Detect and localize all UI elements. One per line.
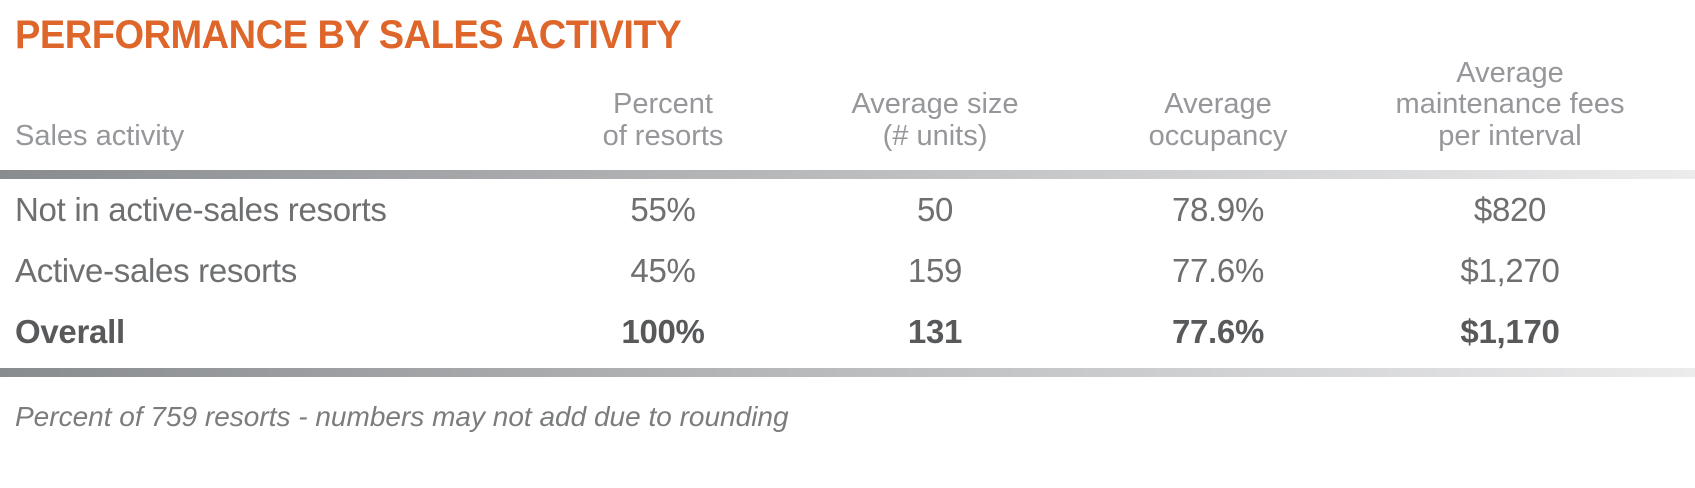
performance-table-page: PERFORMANCE BY SALES ACTIVITY Sales acti…	[0, 12, 1695, 488]
cell-average-occupancy: 78.9%	[1171, 190, 1265, 228]
cell-average-occupancy: 77.6%	[1171, 251, 1265, 289]
row-label: Overall	[15, 312, 125, 350]
cell-percent-of-resorts: 45%	[630, 251, 696, 289]
header-divider	[0, 170, 1695, 179]
cell-average-maintenance-fees: $820	[1473, 190, 1547, 228]
cell-average-size: 159	[907, 251, 963, 289]
cell-average-size: 131	[907, 312, 963, 350]
footnote-text: Percent of 759 resorts - numbers may not…	[15, 401, 789, 432]
cell-percent-of-resorts: 55%	[630, 190, 696, 228]
table-row-not-in-active-sales: Not in active-sales resorts 55% 50 78.9%…	[0, 179, 1695, 240]
cell-average-maintenance-fees: $1,170	[1460, 312, 1560, 350]
table-row-active-sales: Active-sales resorts 45% 159 77.6% $1,27…	[0, 240, 1695, 301]
cell-average-maintenance-fees: $1,270	[1460, 251, 1560, 289]
column-header-average-size: Average size (# units)	[851, 88, 1019, 152]
cell-percent-of-resorts: 100%	[621, 312, 705, 350]
column-header-percent-of-resorts: Percent of resorts	[602, 88, 724, 152]
row-label: Active-sales resorts	[15, 251, 297, 289]
footer-divider	[0, 368, 1695, 377]
page-title: PERFORMANCE BY SALES ACTIVITY	[15, 13, 682, 57]
table-header-row: Sales activity Percent of resorts Averag…	[0, 57, 1695, 170]
cell-average-size: 50	[916, 190, 954, 228]
column-header-average-maintenance-fees: Average maintenance fees per interval	[1395, 57, 1625, 152]
row-label: Not in active-sales resorts	[15, 190, 387, 228]
cell-average-occupancy: 77.6%	[1171, 312, 1265, 350]
column-header-average-occupancy: Average occupancy	[1148, 88, 1288, 152]
table-row-overall: Overall 100% 131 77.6% $1,170	[0, 301, 1695, 362]
column-header-sales-activity: Sales activity	[15, 119, 185, 152]
